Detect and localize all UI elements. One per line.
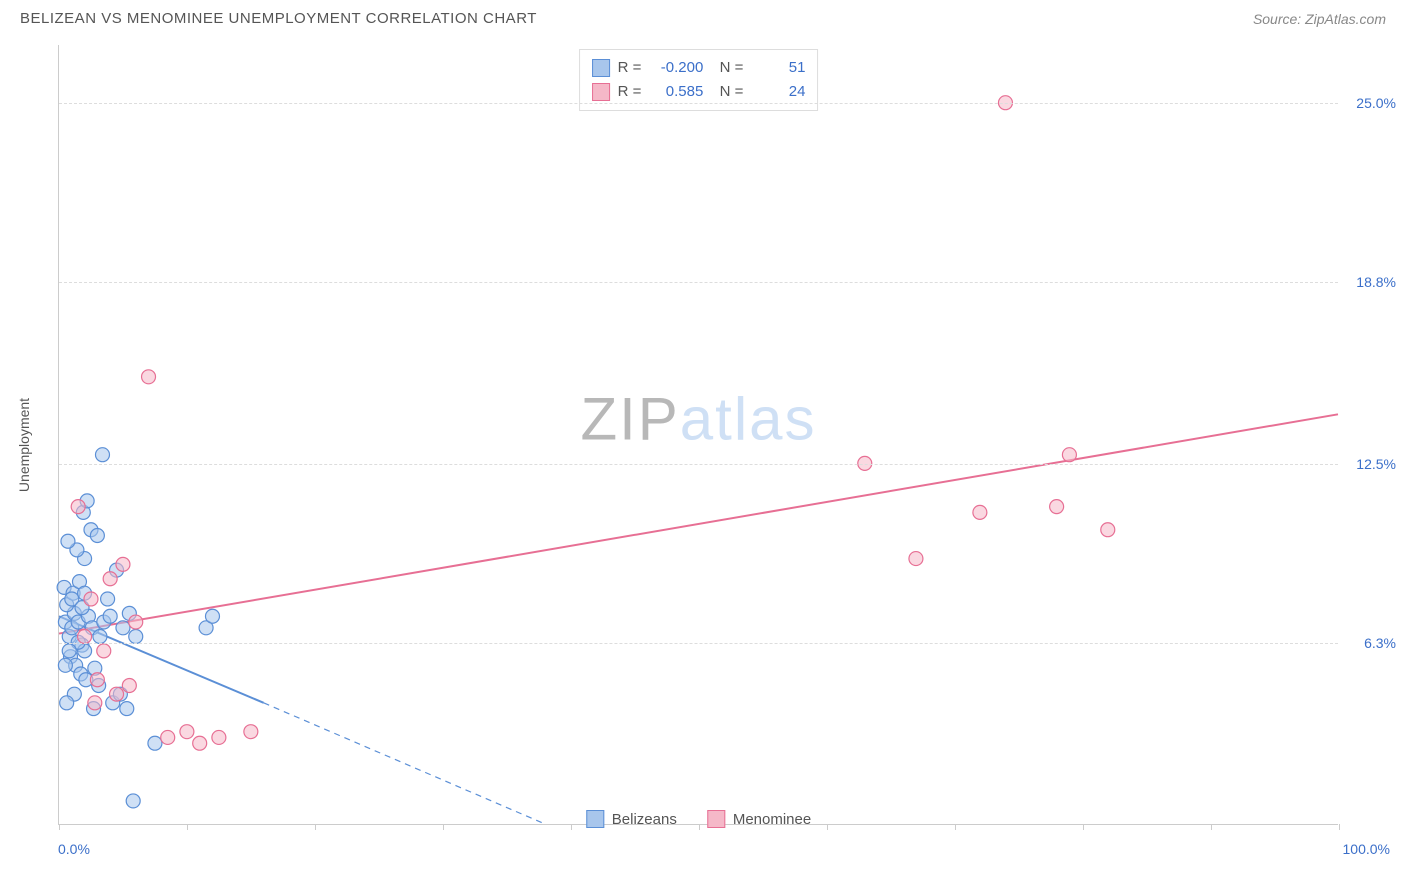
x-tick (699, 824, 700, 830)
data-point-belizeans (93, 629, 107, 643)
legend-item-menominee: Menominee (707, 810, 811, 828)
x-tick (59, 824, 60, 830)
data-point-menominee (110, 687, 124, 701)
data-point-menominee (84, 592, 98, 606)
data-point-belizeans (120, 702, 134, 716)
data-point-belizeans (58, 658, 72, 672)
y-tick-label: 25.0% (1346, 95, 1396, 111)
data-point-belizeans (103, 609, 117, 623)
x-tick (1339, 824, 1340, 830)
legend-swatch-belizeans (586, 810, 604, 828)
n-value-menominee: 24 (751, 80, 805, 104)
n-value-belizeans: 51 (751, 56, 805, 80)
data-point-belizeans (129, 629, 143, 643)
r-label: R = (618, 80, 642, 104)
n-label: N = (711, 80, 743, 104)
x-tick (187, 824, 188, 830)
chart-title: BELIZEAN VS MENOMINEE UNEMPLOYMENT CORRE… (20, 10, 537, 27)
data-point-belizeans (126, 794, 140, 808)
legend-label-belizeans: Belizeans (612, 811, 677, 828)
x-tick (443, 824, 444, 830)
y-tick-label: 6.3% (1346, 635, 1396, 651)
data-point-menominee (193, 736, 207, 750)
data-point-belizeans (90, 528, 104, 542)
gridline (59, 464, 1338, 465)
data-point-belizeans (62, 644, 76, 658)
trend-line-menominee (59, 414, 1338, 633)
x-tick (827, 824, 828, 830)
data-point-belizeans (205, 609, 219, 623)
x-tick (1083, 824, 1084, 830)
y-tick-label: 12.5% (1346, 456, 1396, 472)
r-value-belizeans: -0.200 (649, 56, 703, 80)
gridline (59, 103, 1338, 104)
scatter-svg (59, 45, 1338, 824)
data-point-belizeans (95, 448, 109, 462)
data-point-belizeans (148, 736, 162, 750)
legend-swatch-menominee (707, 810, 725, 828)
data-point-belizeans (116, 621, 130, 635)
data-point-menominee (1101, 523, 1115, 537)
data-point-menominee (103, 572, 117, 586)
chart-header: BELIZEAN VS MENOMINEE UNEMPLOYMENT CORRE… (10, 10, 1396, 35)
x-axis-min-label: 0.0% (58, 841, 90, 857)
stats-row-belizeans: R = -0.200 N = 51 (592, 56, 806, 80)
x-tick (315, 824, 316, 830)
stats-row-menominee: R = 0.585 N = 24 (592, 80, 806, 104)
gridline (59, 282, 1338, 283)
x-tick (1211, 824, 1212, 830)
data-point-menominee (78, 629, 92, 643)
data-point-menominee (244, 725, 258, 739)
data-point-belizeans (61, 534, 75, 548)
data-point-menominee (90, 673, 104, 687)
data-point-menominee (161, 730, 175, 744)
data-point-menominee (973, 505, 987, 519)
data-point-menominee (180, 725, 194, 739)
x-tick (955, 824, 956, 830)
data-point-menominee (88, 696, 102, 710)
legend-label-menominee: Menominee (733, 811, 811, 828)
data-point-menominee (1062, 448, 1076, 462)
legend-item-belizeans: Belizeans (586, 810, 677, 828)
chart-source: Source: ZipAtlas.com (1253, 11, 1386, 27)
data-point-menominee (97, 644, 111, 658)
y-axis-title: Unemployment (16, 398, 32, 492)
gridline (59, 643, 1338, 644)
n-label: N = (711, 56, 743, 80)
swatch-menominee (592, 83, 610, 101)
r-value-menominee: 0.585 (649, 80, 703, 104)
stats-legend: R = -0.200 N = 51 R = 0.585 N = 24 (579, 49, 819, 111)
swatch-belizeans (592, 59, 610, 77)
data-point-menominee (212, 730, 226, 744)
data-point-menominee (71, 500, 85, 514)
data-point-menominee (116, 557, 130, 571)
r-label: R = (618, 56, 642, 80)
data-point-menominee (142, 370, 156, 384)
data-point-belizeans (60, 696, 74, 710)
x-axis-max-label: 100.0% (1343, 841, 1390, 857)
trend-line-dash-belizeans (264, 703, 545, 824)
data-point-menominee (129, 615, 143, 629)
data-point-menominee (1050, 500, 1064, 514)
data-point-menominee (909, 552, 923, 566)
y-tick-label: 18.8% (1346, 274, 1396, 290)
chart-container: Unemployment ZIPatlas R = -0.200 N = 51 … (10, 35, 1396, 855)
plot-area: ZIPatlas R = -0.200 N = 51 R = 0.585 N =… (58, 45, 1338, 825)
data-point-menominee (122, 679, 136, 693)
data-point-belizeans (101, 592, 115, 606)
x-tick (571, 824, 572, 830)
